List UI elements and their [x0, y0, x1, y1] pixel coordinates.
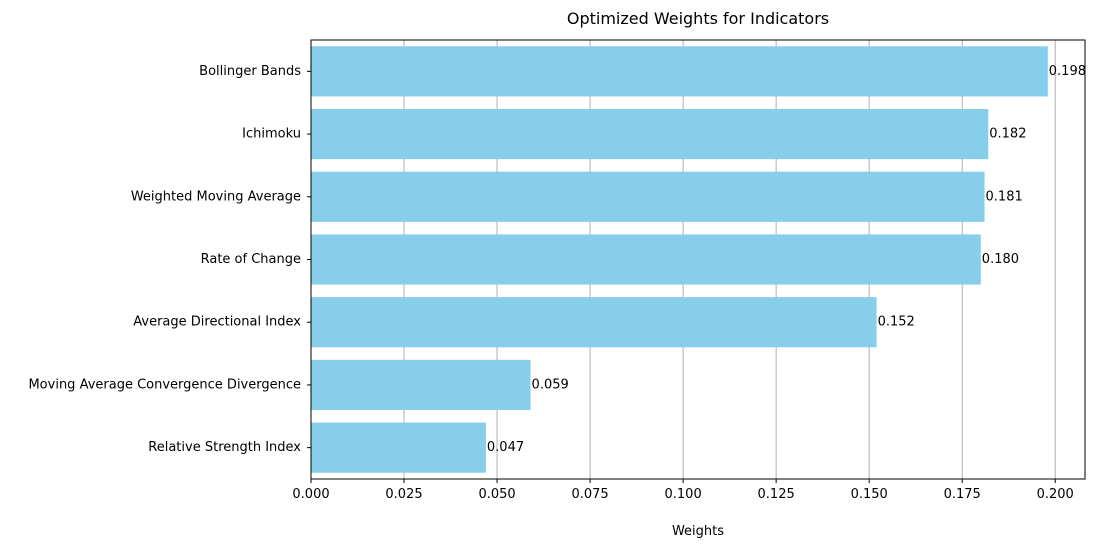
bar [311, 297, 877, 348]
x-tick-label: 0.075 [571, 487, 608, 502]
bar [311, 108, 989, 160]
bar [311, 46, 1048, 97]
bar [311, 171, 985, 222]
tick-labels: Bollinger Bands Ichimoku Weighted Moving A… [28, 64, 1073, 502]
bar [311, 359, 531, 411]
x-tick-label: 0.150 [851, 487, 888, 502]
data-label: 0.152 [878, 315, 915, 330]
y-tick-label: Ichimoku [242, 127, 301, 142]
x-tick-label: 0.050 [478, 487, 515, 502]
axes [307, 39, 1086, 483]
data-labels: 0.198 0.182 0.181 0.180 0.152 0.059 0.047 [487, 64, 1086, 455]
plot-frame [310, 39, 1086, 480]
x-tick-label: 0.200 [1037, 487, 1074, 502]
data-label: 0.180 [982, 252, 1019, 267]
chart-title: Optimized Weights for Indicators [567, 9, 829, 28]
data-label: 0.182 [989, 127, 1026, 142]
data-label: 0.059 [532, 377, 569, 392]
y-tick-label: Average Directional Index [133, 315, 301, 330]
x-tick-label: 0.000 [292, 487, 329, 502]
y-tick-label: Rate of Change [201, 252, 301, 267]
bar [311, 234, 981, 285]
y-tick-label: Relative Strength Index [148, 440, 301, 455]
x-tick-label: 0.175 [944, 487, 981, 502]
y-tick-label: Weighted Moving Average [131, 189, 301, 204]
bar [311, 422, 486, 473]
x-axis-label: Weights [672, 524, 724, 539]
x-tick-label: 0.100 [665, 487, 702, 502]
data-label: 0.198 [1049, 64, 1086, 79]
data-label: 0.181 [986, 189, 1023, 204]
x-tick-label: 0.125 [758, 487, 795, 502]
y-tick-label: Bollinger Bands [199, 64, 301, 79]
data-label: 0.047 [487, 440, 524, 455]
y-tick-label: Moving Average Convergence Divergence [28, 377, 301, 392]
bars [311, 46, 1048, 473]
x-tick-label: 0.025 [385, 487, 422, 502]
